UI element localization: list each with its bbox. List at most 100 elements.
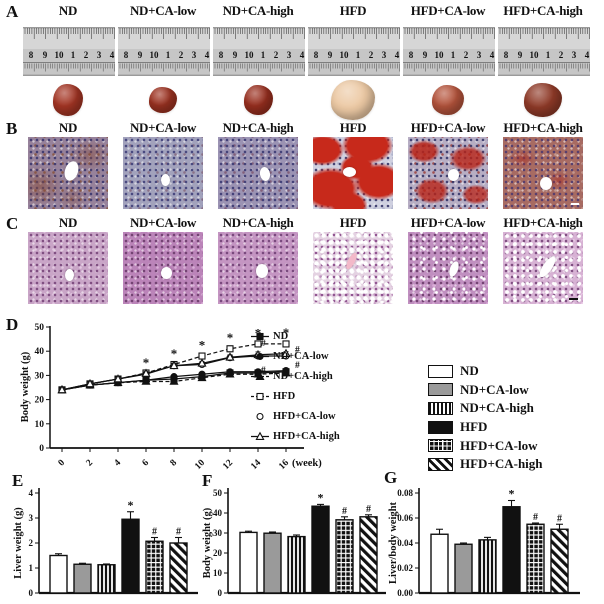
marker-open-triangle [85, 378, 95, 388]
ruler-number: 3 [382, 50, 387, 60]
liver-photo-HFD+CA-high [524, 83, 562, 117]
ruler-number: 3 [477, 50, 482, 60]
he-micrograph-ND [28, 232, 108, 304]
ruler-number: 2 [84, 50, 89, 60]
marker-open-triangle [281, 348, 291, 357]
ruler-photo-HFD+CA-high: 8 9 10 1 2 3 4 [498, 27, 590, 76]
significance-hash: # [366, 504, 371, 515]
ruler-number: 1 [451, 50, 456, 60]
oil-red-micrograph-HFD [313, 137, 393, 209]
y-tick-label: 4 [29, 488, 34, 498]
bar-legend-swatch-open [428, 364, 453, 378]
bar-HFD+CA-low [526, 523, 545, 594]
y-axis-title: Liver weight (g) [13, 507, 24, 579]
significance-hash: # [533, 512, 538, 523]
panel-f-label: F [202, 471, 213, 490]
bar-legend-swatch-vstripe [428, 401, 453, 415]
x-tick-label: 4 [113, 458, 124, 469]
column-header-ND+CA-high: ND+CA-high [222, 3, 294, 18]
y-tick-label: 30 [35, 371, 45, 381]
y-tick-label: 0.04 [397, 538, 413, 548]
ruler-photo-ND+CA-low: 8 9 10 1 2 3 4 [118, 27, 210, 76]
lipid-vacuoles [408, 232, 488, 304]
line-legend-label: HFD [273, 390, 296, 402]
liver-photo-ND [53, 84, 83, 116]
x-tick-label: 2 [85, 458, 96, 469]
ruler-number: 9 [138, 50, 143, 60]
significance-hash: # [152, 527, 157, 538]
ruler-number: 4 [490, 50, 495, 60]
bar-legend-label: HFD+CA-low [460, 437, 538, 453]
bar-HFD [311, 505, 330, 594]
y-tick-label: 20 [35, 396, 45, 406]
y-tick-label: 0.00 [397, 588, 413, 598]
ruler-photo-HFD: 8 9 10 1 2 3 4 [308, 27, 400, 76]
y-tick-label: 2 [29, 538, 34, 548]
marker-open-triangle [57, 384, 67, 394]
marker-open-triangle [113, 374, 123, 383]
liver-weight-bar-chart: 0 1 2 3 4 Liver weight (g) * # # [13, 488, 198, 598]
ruler-number: 4 [395, 50, 400, 60]
y-tick-label: 10 [213, 568, 223, 578]
bar-legend-label: ND+CA-high [460, 400, 534, 416]
marker-open-triangle [225, 352, 235, 361]
panel-d-label: D [6, 315, 19, 334]
bar-HFD+CA-low [335, 519, 354, 594]
significance-hash: # [295, 361, 300, 371]
bar-ND+CA-high [478, 539, 497, 594]
y-tick-label: 30 [213, 528, 223, 538]
significance-hash: # [261, 366, 266, 376]
central-vein [160, 266, 172, 279]
panel-b-micrographs [0, 137, 604, 209]
bar-legend-swatch-diag [428, 457, 453, 471]
line-legend-marker [251, 371, 269, 380]
central-vein [64, 269, 74, 282]
ruler-number: 9 [518, 50, 523, 60]
ruler-number: 9 [328, 50, 333, 60]
significance-hash: # [557, 513, 562, 524]
y-tick-label: 50 [213, 488, 223, 498]
bar-legend-item-HFD: HFD [428, 418, 543, 437]
panel-c-headers: ND ND+CA-low ND+CA-high HFD HFD+CA-low HFD+CA… [0, 215, 604, 231]
ruler-photo-ND: 8 9 10 1 2 3 4 [23, 27, 115, 76]
ruler-number: 1 [261, 50, 266, 60]
column-header-HFD+CA-low: HFD+CA-low [410, 3, 486, 18]
bar-legend-item-HFD+CA-low: HFD+CA-low [428, 436, 543, 455]
significance-hash: # [342, 506, 347, 517]
significance-star: * [171, 346, 178, 361]
central-vein [448, 168, 459, 181]
bar-legend-item-HFD+CA-high: HFD+CA-high [428, 455, 543, 474]
ruler-number: 10 [530, 50, 540, 60]
liver-photo-HFD [331, 80, 375, 120]
bar-HFD [121, 518, 140, 594]
bar-HFD+CA-high [550, 528, 569, 594]
lipid-vacuoles [218, 137, 298, 209]
line-legend-marker [251, 332, 269, 340]
central-vein [539, 176, 552, 190]
ruler-number: 9 [233, 50, 238, 60]
column-header-HFD: HFD [339, 3, 367, 18]
bar-legend-label: HFD [460, 419, 488, 435]
line-legend-label: HFD+CA-low [273, 410, 336, 422]
marker-open-square [226, 345, 234, 353]
panel-c-label: C [6, 214, 19, 233]
column-header-HFD: HFD [339, 120, 367, 135]
column-header-ND+CA-low: ND+CA-low [129, 120, 197, 135]
lipid-vacuoles [313, 232, 393, 304]
y-tick-label: 1 [29, 563, 34, 573]
line-legend-item-HFD: HFD [251, 386, 340, 406]
significance-star: * [128, 498, 134, 512]
bar-pattern-legend: ND ND+CA-low ND+CA-high HFD HFD+CA-low HFD+CA… [428, 362, 543, 474]
he-micrograph-ND+CA-high [218, 232, 298, 304]
bar-legend-item-ND+CA-high: ND+CA-high [428, 399, 543, 418]
significance-star: * [227, 330, 234, 345]
significance-star: * [143, 355, 150, 370]
ruler-number: 2 [464, 50, 469, 60]
y-tick-label: 10 [35, 420, 45, 430]
series-line-HFD [61, 343, 286, 391]
stain-texture [218, 137, 298, 209]
y-tick-label: 0.08 [397, 488, 413, 498]
column-header-HFD+CA-high: HFD+CA-high [503, 120, 583, 135]
